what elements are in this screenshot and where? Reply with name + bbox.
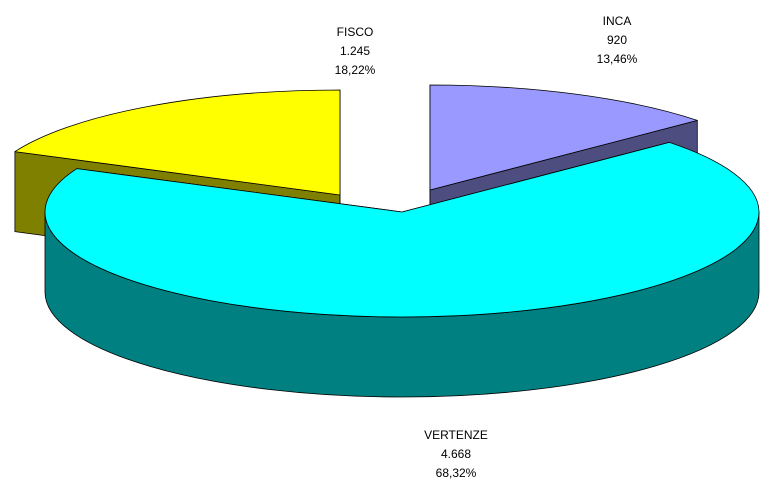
slice-value: 920 [607,33,627,47]
slice-value: 4.668 [441,447,471,461]
slice-percent: 68,32% [436,466,477,480]
slice-top [429,84,698,191]
slice-label: VERTENZE [424,428,488,442]
slice-label: INCA [603,14,632,28]
slice-value: 1.245 [340,44,370,58]
slice [44,142,760,398]
slice-top [14,89,341,196]
slice-percent: 13,46% [597,52,638,66]
slice-top [44,142,760,318]
slice-percent: 18,22% [335,63,376,77]
slice-label: FISCO [337,25,374,39]
